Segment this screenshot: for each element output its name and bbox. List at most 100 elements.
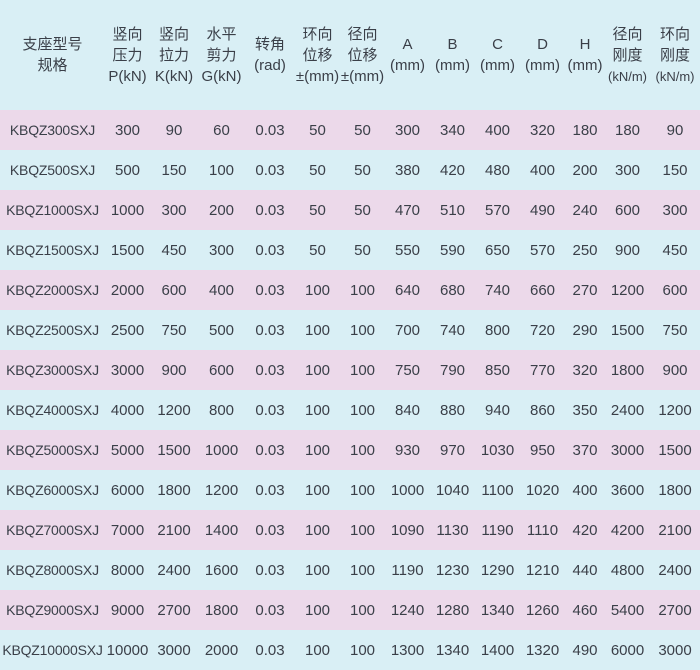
value-cell: 100 [295, 470, 340, 510]
header-line: D [537, 36, 548, 53]
value-cell: 1230 [430, 550, 475, 590]
value-cell: 50 [340, 150, 385, 190]
value-cell: 1340 [475, 590, 520, 630]
value-cell: 1290 [475, 550, 520, 590]
model-cell: KBQZ10000SXJ [0, 630, 105, 670]
value-cell: 50 [295, 230, 340, 270]
model-cell: KBQZ9000SXJ [0, 590, 105, 630]
value-cell: 1200 [150, 390, 198, 430]
value-cell: 100 [198, 150, 245, 190]
header-line: 水平 [206, 25, 237, 43]
model-cell: KBQZ7000SXJ [0, 510, 105, 550]
value-cell: 800 [198, 390, 245, 430]
value-cell: 450 [150, 230, 198, 270]
column-header: 水平 剪力 G(kN) [198, 0, 245, 110]
value-cell: 0.03 [245, 110, 295, 150]
table-row: KBQZ10000SXJ 10000 3000 2000 0.03 100 100 1300 1… [0, 630, 700, 670]
header-line: 规格 [37, 57, 68, 74]
value-cell: 1500 [650, 430, 700, 470]
header-line: 支座型号 [22, 36, 83, 53]
value-cell: 450 [650, 230, 700, 270]
value-cell: 1800 [150, 470, 198, 510]
value-cell: 8000 [105, 550, 150, 590]
value-cell: 50 [295, 110, 340, 150]
value-cell: 1400 [475, 630, 520, 670]
value-cell: 0.03 [245, 470, 295, 510]
model-cell: KBQZ2500SXJ [0, 310, 105, 350]
value-cell: 380 [385, 150, 430, 190]
value-cell: 400 [565, 470, 605, 510]
value-cell: 400 [475, 110, 520, 150]
value-cell: 900 [150, 350, 198, 390]
model-cell: KBQZ6000SXJ [0, 470, 105, 510]
column-header: H (mm) [565, 0, 605, 110]
value-cell: 600 [198, 350, 245, 390]
value-cell: 0.03 [245, 310, 295, 350]
value-cell: 1190 [385, 550, 430, 590]
value-cell: 9000 [105, 590, 150, 630]
value-cell: 100 [295, 430, 340, 470]
header-line: 径向 [347, 25, 378, 43]
header-line: 环向 [302, 25, 333, 43]
value-cell: 320 [565, 350, 605, 390]
model-cell: KBQZ5000SXJ [0, 430, 105, 470]
value-cell: 880 [430, 390, 475, 430]
model-cell: KBQZ500SXJ [0, 150, 105, 190]
value-cell: 440 [565, 550, 605, 590]
value-cell: 3000 [150, 630, 198, 670]
value-cell: 740 [430, 310, 475, 350]
column-header: 转角 (rad) [245, 0, 295, 110]
value-cell: 6000 [605, 630, 650, 670]
value-cell: 1800 [605, 350, 650, 390]
value-cell: 860 [520, 390, 565, 430]
value-cell: 50 [340, 230, 385, 270]
column-header: B (mm) [430, 0, 475, 110]
value-cell: 680 [430, 270, 475, 310]
value-cell: 500 [105, 150, 150, 190]
value-cell: 0.03 [245, 270, 295, 310]
value-cell: 1800 [650, 470, 700, 510]
value-cell: 470 [385, 190, 430, 230]
value-cell: 570 [520, 230, 565, 270]
value-cell: 750 [385, 350, 430, 390]
value-cell: 270 [565, 270, 605, 310]
header-line: (kN/m) [655, 68, 695, 84]
value-cell: 0.03 [245, 190, 295, 230]
header-line: 剪力 [206, 46, 237, 64]
value-cell: 1600 [198, 550, 245, 590]
value-cell: 100 [340, 470, 385, 510]
table-row: KBQZ5000SXJ 5000 1500 1000 0.03 100 100 930 970 1… [0, 430, 700, 470]
value-cell: 480 [475, 150, 520, 190]
value-cell: 900 [650, 350, 700, 390]
table-row: KBQZ7000SXJ 7000 2100 1400 0.03 100 100 1090 113… [0, 510, 700, 550]
model-cell: KBQZ4000SXJ [0, 390, 105, 430]
value-cell: 100 [340, 590, 385, 630]
value-cell: 50 [340, 190, 385, 230]
table-row: KBQZ2000SXJ 2000 600 400 0.03 100 100 640 680 740… [0, 270, 700, 310]
table-row: KBQZ6000SXJ 6000 1800 1200 0.03 100 100 1000 104… [0, 470, 700, 510]
header-line: 位移 [302, 46, 333, 64]
table-row: KBQZ4000SXJ 4000 1200 800 0.03 100 100 840 880 94… [0, 390, 700, 430]
value-cell: 1800 [198, 590, 245, 630]
header-line: (mm) [525, 57, 560, 74]
table-row: KBQZ9000SXJ 9000 2700 1800 0.03 100 100 1240 128… [0, 590, 700, 630]
table-row: KBQZ3000SXJ 3000 900 600 0.03 100 100 750 790 850… [0, 350, 700, 390]
column-header: 径向 刚度 (kN/m) [605, 0, 650, 110]
value-cell: 1260 [520, 590, 565, 630]
header-line: (kN/m) [608, 68, 647, 84]
value-cell: 1000 [105, 190, 150, 230]
value-cell: 570 [475, 190, 520, 230]
value-cell: 240 [565, 190, 605, 230]
table-row: KBQZ500SXJ 500 150 100 0.03 50 50 380 420 480 400 2… [0, 150, 700, 190]
value-cell: 180 [565, 110, 605, 150]
value-cell: 2400 [150, 550, 198, 590]
header-line: (mm) [435, 57, 470, 74]
value-cell: 0.03 [245, 590, 295, 630]
value-cell: 460 [565, 590, 605, 630]
value-cell: 950 [520, 430, 565, 470]
value-cell: 150 [150, 150, 198, 190]
value-cell: 3000 [605, 430, 650, 470]
value-cell: 90 [650, 110, 700, 150]
value-cell: 200 [198, 190, 245, 230]
